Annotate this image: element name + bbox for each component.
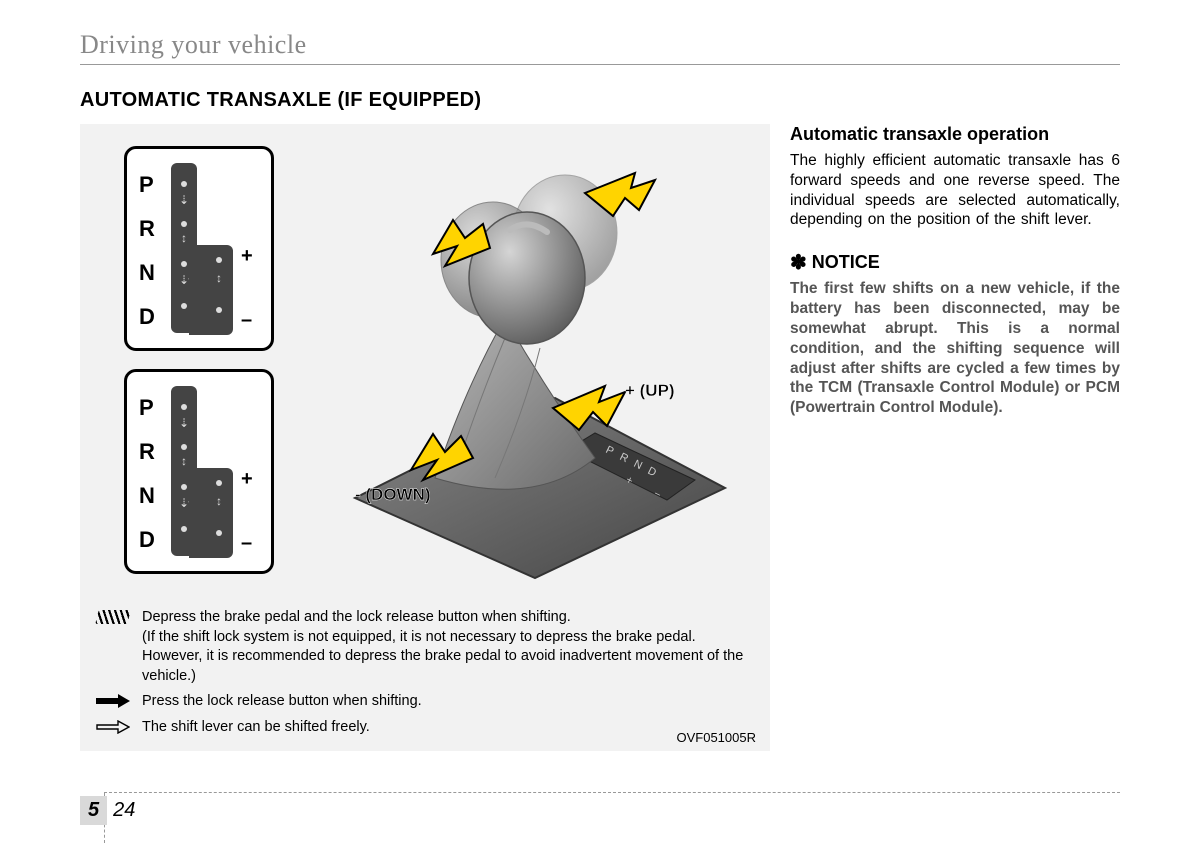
gear-r: R [139,207,155,251]
gear-d: D [139,518,155,562]
notice-label: NOTICE [812,252,880,272]
gear-p: P [139,386,155,430]
legend-hollow: The shift lever can be shifted freely. [142,718,756,738]
shift-pattern-top: ⇣ ↕ ⇣ ↑ ⇢ ← ↕ [124,146,274,351]
plus-label: + [241,468,253,491]
figure-panel: ⇣ ↕ ⇣ ↑ ⇢ ← ↕ [80,124,770,751]
page-number-value: 24 [113,799,135,822]
plus-label: + [241,245,253,268]
page-number: 5 24 [80,796,135,825]
shift-pattern-diagrams: ⇣ ↕ ⇣ ↑ ⇢ ← ↕ [94,138,274,598]
notice-heading: ✽ NOTICE [790,250,1120,275]
section-title: AUTOMATIC TRANSAXLE (IF EQUIPPED) [80,89,1120,112]
solid-arrow-icon [94,692,132,708]
up-label: + (UP) [625,381,675,400]
gear-d: D [139,295,155,339]
gear-shifter-illustration: P R N D + − [294,138,756,598]
gear-n: N [139,474,155,518]
footer-dash-h [104,792,1120,793]
legend-hatched: Depress the brake pedal and the lock rel… [142,608,756,686]
hatched-arrow-icon [94,608,132,624]
section-number: 5 [80,796,107,825]
down-label: - (DOWN) [355,485,431,504]
notice-body: The first few shifts on a new vehicle, i… [790,279,1120,418]
minus-label: – [241,309,252,332]
shift-pattern-bottom: ⇣ ↕ ⇣ ↑ ← ⇢ ↕ [124,369,274,574]
chapter-title: Driving your vehicle [80,30,1120,65]
figure-legend: Depress the brake pedal and the lock rel… [94,608,756,737]
gear-p: P [139,163,155,207]
notice-star-icon: ✽ [790,252,807,274]
minus-label: – [241,532,252,555]
gear-n: N [139,251,155,295]
hollow-arrow-icon [94,718,132,734]
legend-solid: Press the lock release button when shift… [142,692,756,712]
subsection-heading: Automatic transaxle operation [790,124,1120,145]
body-paragraph: The highly efficient automatic transaxle… [790,151,1120,230]
gear-r: R [139,430,155,474]
figure-code: OVF051005R [677,730,757,745]
